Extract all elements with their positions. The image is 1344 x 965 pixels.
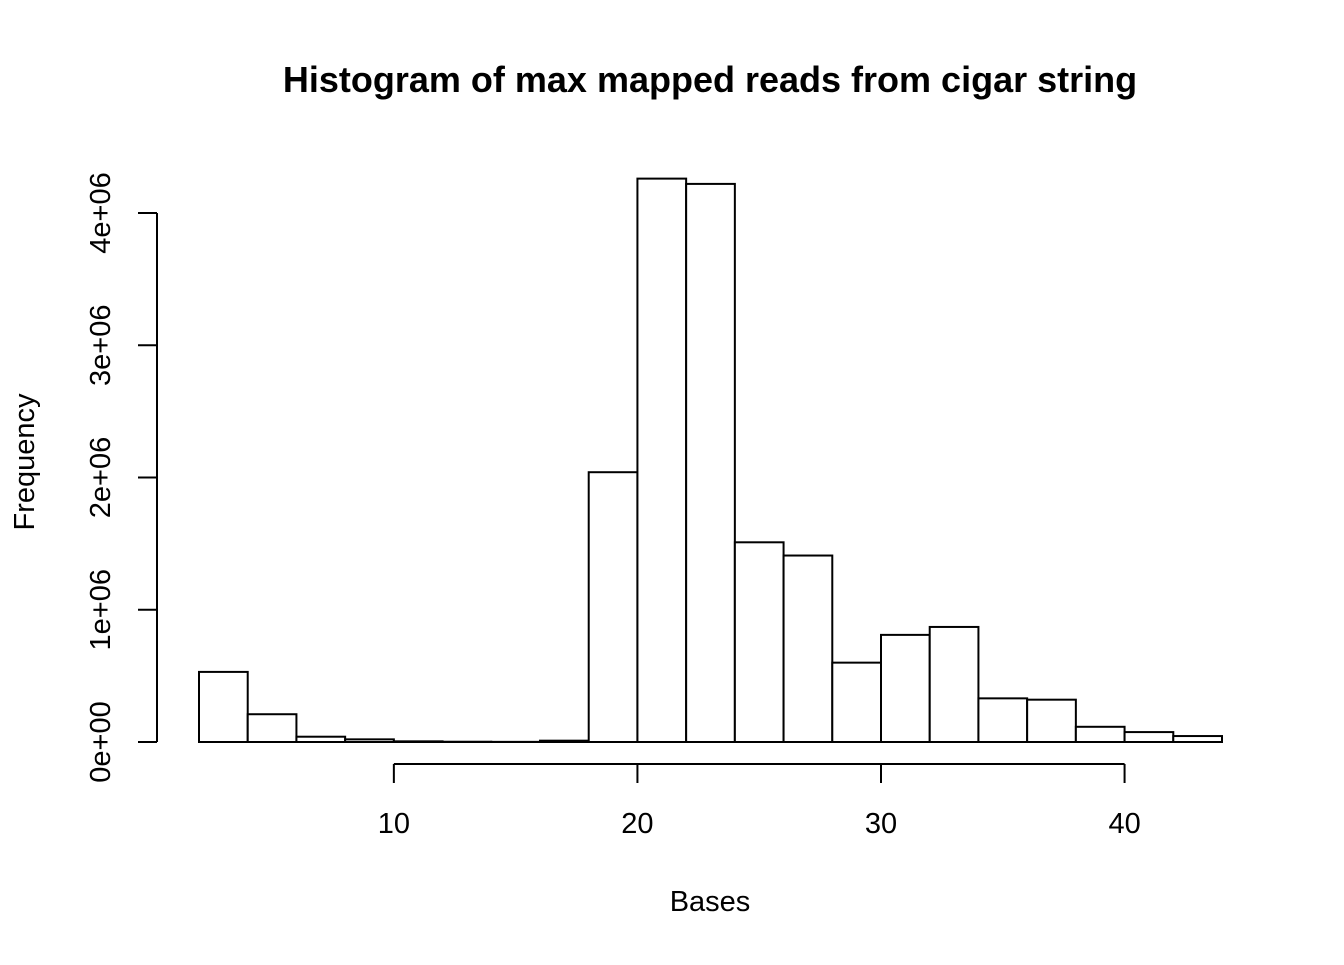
- x-tick-label: 20: [621, 808, 653, 840]
- histogram-bar: [540, 741, 589, 742]
- y-axis: 0e+00 1e+06 2e+06 3e+06 4e+06: [85, 172, 157, 782]
- histogram-bar: [589, 472, 638, 742]
- y-tick-label: 0e+00: [85, 701, 117, 782]
- y-tick-label: 2e+06: [85, 437, 117, 518]
- y-axis-title: Frequency: [9, 393, 41, 531]
- histogram-bar: [345, 739, 394, 742]
- y-tick-label: 4e+06: [85, 172, 117, 253]
- histogram-bar: [248, 714, 297, 742]
- histogram-bar: [784, 556, 833, 742]
- histogram-bar: [199, 672, 248, 742]
- histogram-bar: [1027, 700, 1076, 742]
- x-axis: 10 20 30 40: [378, 764, 1141, 840]
- histogram-bar: [930, 627, 979, 742]
- histogram-bar: [978, 698, 1027, 742]
- y-tick-label: 1e+06: [85, 569, 117, 650]
- histogram-bar: [735, 542, 784, 742]
- x-tick-label: 10: [378, 808, 410, 840]
- histogram-bars: [199, 179, 1222, 742]
- histogram-bar: [1076, 727, 1125, 742]
- histogram-bar: [1125, 732, 1174, 742]
- histogram-bar: [881, 635, 930, 742]
- chart-title: Histogram of max mapped reads from cigar…: [283, 59, 1137, 100]
- histogram-bar: [1173, 736, 1222, 742]
- y-tick-label: 3e+06: [85, 305, 117, 386]
- x-axis-title: Bases: [670, 886, 751, 918]
- x-tick-label: 30: [865, 808, 897, 840]
- histogram-bar: [686, 184, 735, 742]
- x-tick-label: 40: [1108, 808, 1140, 840]
- histogram-bar: [832, 663, 881, 742]
- histogram-bar: [394, 741, 443, 742]
- histogram-bar: [296, 737, 345, 742]
- histogram-bar: [637, 179, 686, 742]
